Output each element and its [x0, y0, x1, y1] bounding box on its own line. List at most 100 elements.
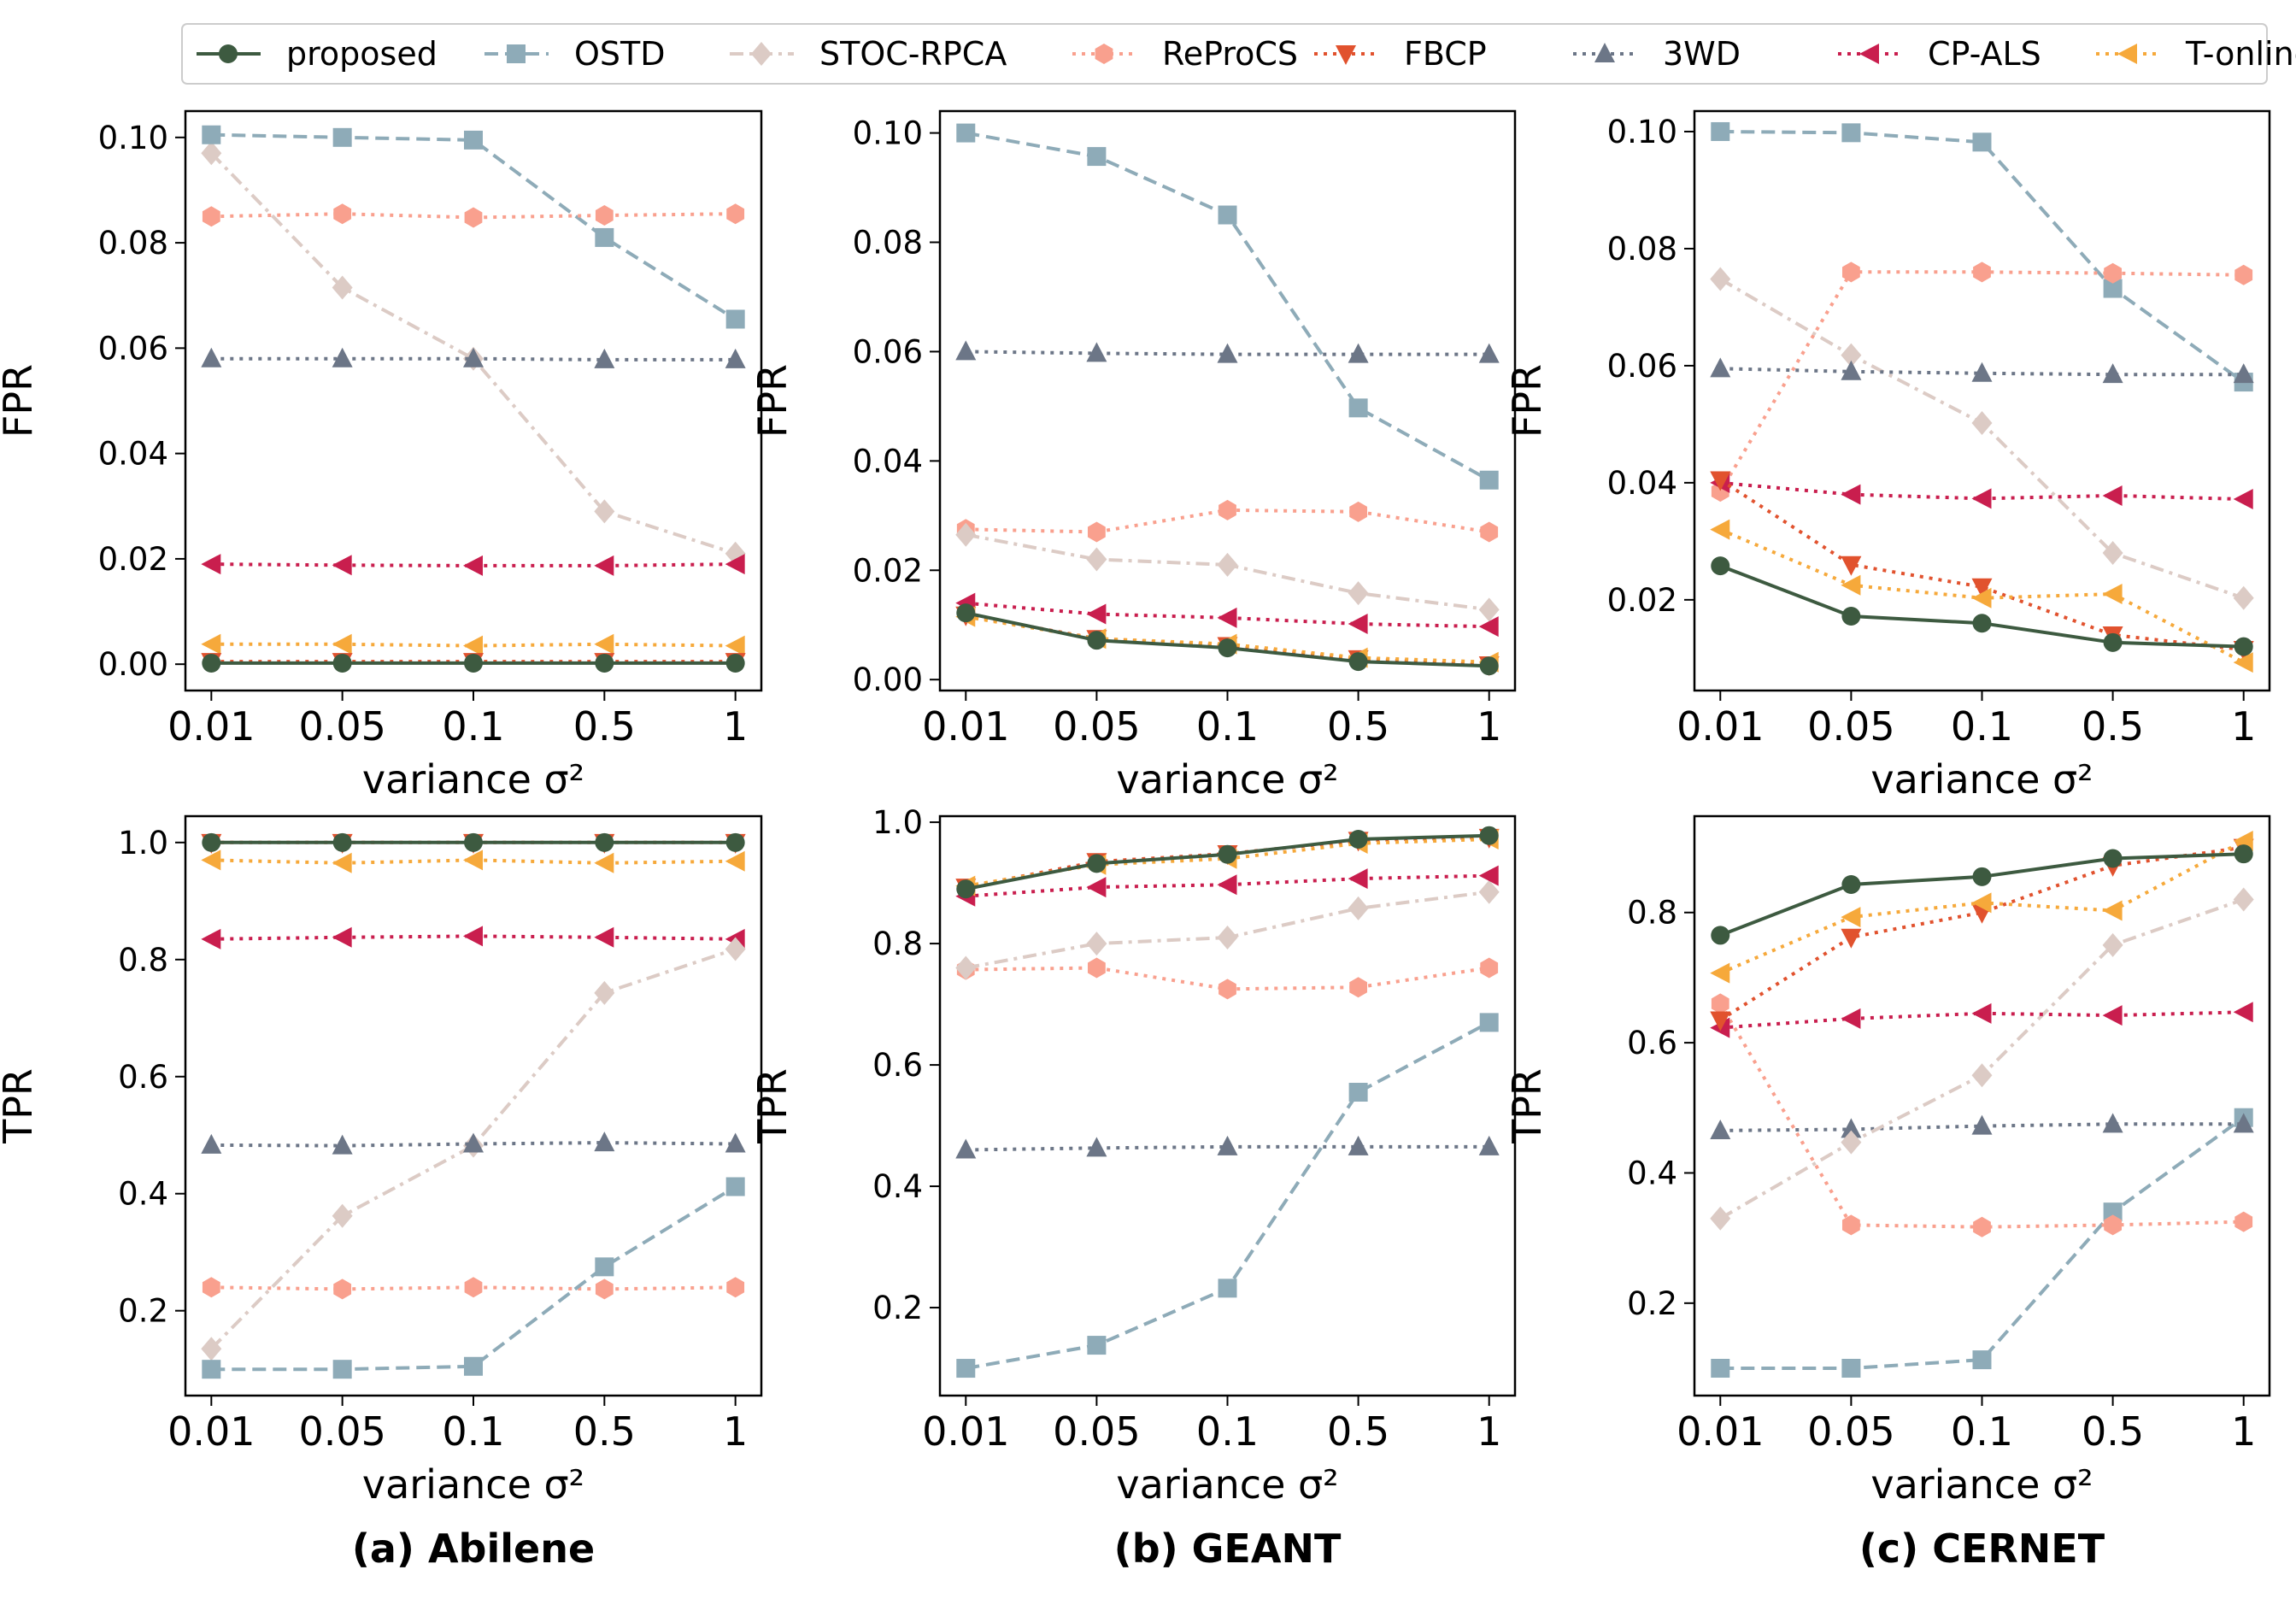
- data-point-stoc-rpca: [1971, 1063, 1993, 1088]
- data-point-3wd: [594, 348, 615, 368]
- x-tick-label: 0.5: [573, 1408, 636, 1455]
- data-point-3wd: [1478, 343, 1500, 363]
- series-proposed: [1711, 556, 2253, 656]
- x-tick-label: 1: [723, 1408, 748, 1455]
- data-point-reprocs: [1480, 521, 1499, 543]
- data-point-reprocs: [464, 1277, 483, 1298]
- data-point-stoc-rpca: [1086, 547, 1107, 572]
- data-point-t-online: [201, 633, 221, 655]
- series-3wd: [1710, 1113, 2254, 1139]
- data-point-proposed: [1479, 826, 1499, 845]
- data-point-t-online: [332, 852, 352, 873]
- x-tick-label: 0.01: [1676, 1408, 1764, 1455]
- legend-marker-stoc-rpca: [751, 42, 772, 66]
- series-line-reprocs: [211, 212, 736, 220]
- data-point-reprocs: [1480, 957, 1499, 979]
- data-point-ostd: [1841, 1359, 1861, 1379]
- data-point-t-online: [2102, 900, 2123, 921]
- data-point-3wd: [1086, 342, 1107, 362]
- data-point-reprocs: [1087, 521, 1106, 543]
- y-tick-label: 0.6: [872, 1047, 923, 1084]
- data-point-t-online: [1710, 519, 1730, 540]
- data-point-stoc-rpca: [1217, 552, 1238, 577]
- y-tick-label: 1.0: [118, 825, 168, 861]
- legend-marker-proposed: [219, 44, 238, 63]
- data-point-reprocs: [333, 203, 352, 225]
- data-point-ostd: [202, 1360, 221, 1379]
- x-tick-label: 1: [1477, 703, 1501, 750]
- data-point-proposed: [1972, 867, 1992, 886]
- y-tick-label: 0.4: [1627, 1155, 1677, 1191]
- data-point-reprocs: [2104, 262, 2123, 284]
- legend-entry-ostd: OSTD: [484, 35, 666, 73]
- data-point-proposed: [464, 653, 483, 673]
- y-tick-label: 0.02: [853, 552, 923, 589]
- series-cp-als: [1710, 1002, 2253, 1038]
- data-point-ostd: [464, 130, 483, 150]
- series-line-stoc-rpca: [209, 947, 737, 1350]
- x-tick-label: 0.1: [1196, 703, 1259, 750]
- legend-label-t-online: T-online: [2185, 35, 2296, 73]
- x-tick-label: 0.1: [1951, 703, 2013, 750]
- data-point-proposed: [1348, 652, 1368, 672]
- data-point-proposed: [1841, 874, 1861, 894]
- data-point-cp-als: [1348, 868, 1368, 890]
- data-point-reprocs: [726, 203, 745, 225]
- series-ostd: [956, 1013, 1499, 1379]
- data-point-stoc-rpca: [1478, 597, 1500, 622]
- data-point-proposed: [332, 653, 352, 673]
- data-point-proposed: [1087, 854, 1107, 873]
- x-tick-label: 0.01: [922, 1408, 1009, 1455]
- series-line-ostd: [965, 1020, 1490, 1371]
- data-point-3wd: [1841, 360, 1862, 380]
- series-3wd: [955, 1135, 1500, 1159]
- x-tick-label: 1: [2231, 703, 2256, 750]
- series-cp-als: [201, 554, 745, 576]
- y-tick-label: 1.0: [872, 804, 923, 841]
- x-tick-label: 0.05: [1807, 1408, 1894, 1455]
- series-line-t-online: [211, 858, 736, 865]
- data-point-proposed: [1348, 829, 1368, 849]
- x-tick-label: 0.1: [442, 1408, 504, 1455]
- data-point-3wd: [955, 1138, 977, 1159]
- data-point-3wd: [2233, 1113, 2254, 1133]
- data-point-ostd: [595, 1257, 614, 1277]
- series-t-online: [1710, 519, 2253, 673]
- x-tick-label: 0.01: [167, 1408, 255, 1455]
- y-tick-label: 0.2: [1627, 1285, 1677, 1322]
- data-point-proposed: [2103, 849, 2123, 868]
- x-axis-label: variance σ²: [1870, 756, 2093, 802]
- data-point-cp-als: [332, 555, 352, 576]
- data-point-ostd: [202, 125, 221, 144]
- x-tick-label: 0.05: [298, 703, 385, 750]
- data-point-cp-als: [332, 926, 352, 948]
- y-tick-label: 0.10: [1607, 114, 1677, 150]
- y-tick-label: 0.4: [872, 1168, 923, 1205]
- panel-title-b-geant: (b) GEANT: [1114, 1526, 1342, 1572]
- data-point-proposed: [1479, 656, 1499, 676]
- legend-label-fbcp: FBCP: [1404, 35, 1487, 73]
- data-point-3wd: [201, 1133, 222, 1154]
- x-axis-label: variance σ²: [1116, 1461, 1338, 1508]
- y-tick-label: 0.04: [853, 443, 923, 479]
- data-point-cp-als: [1217, 874, 1237, 896]
- series-line-stoc-rpca: [209, 151, 737, 556]
- data-point-proposed: [1218, 844, 1237, 864]
- panel-titles: (a) Abilene (b) GEANT (c) CERNET: [352, 1526, 2105, 1572]
- series-proposed: [956, 826, 1499, 899]
- legend-marker-fbcp: [1336, 45, 1356, 65]
- data-point-proposed: [202, 832, 221, 852]
- data-point-stoc-rpca: [1841, 1130, 1862, 1155]
- data-point-stoc-rpca: [955, 522, 977, 547]
- y-tick-label: 0.10: [853, 115, 923, 152]
- data-point-proposed: [1087, 631, 1107, 650]
- legend-label-ostd: OSTD: [574, 35, 666, 73]
- data-point-fbcp: [1841, 556, 1862, 576]
- x-tick-label: 0.5: [2082, 703, 2144, 750]
- series-line-stoc-rpca: [1719, 897, 2245, 1220]
- data-point-stoc-rpca: [955, 955, 977, 980]
- legend-label-cp-als: CP-ALS: [1928, 35, 2041, 73]
- y-axis-label: TPR: [749, 1068, 796, 1144]
- data-point-fbcp: [1841, 928, 1862, 949]
- series-proposed: [956, 603, 1499, 676]
